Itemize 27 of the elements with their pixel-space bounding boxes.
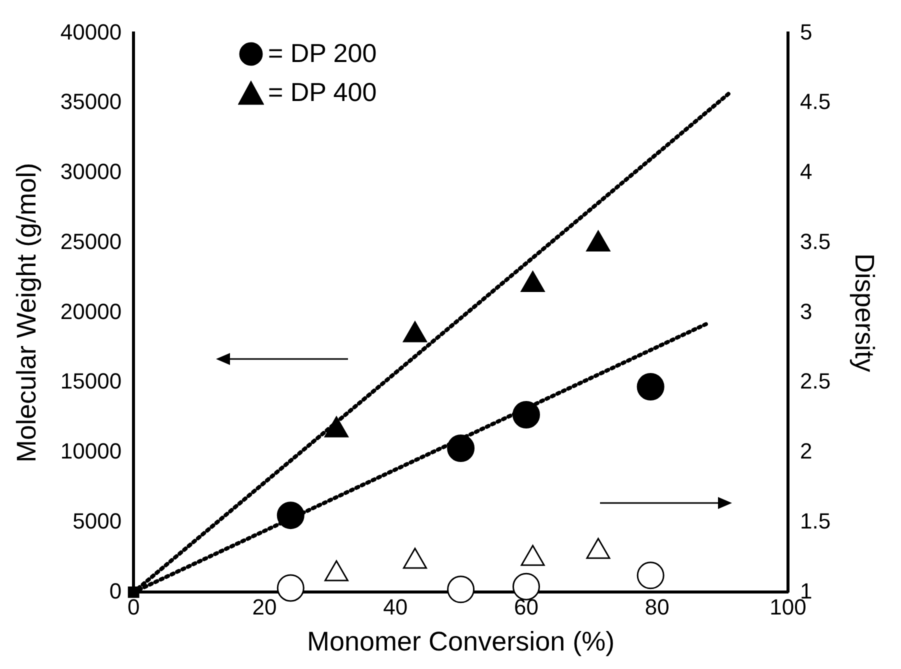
y-axis-title: Molecular Weight (g/mol) — [12, 162, 42, 463]
y2-tick-label: 3.5 — [800, 228, 831, 254]
y2-tick-label: 4 — [800, 159, 812, 184]
x-tick-label: 0 — [127, 594, 140, 620]
x-tick-label: 20 — [252, 594, 277, 620]
y2-tick-label: 5 — [800, 19, 812, 44]
y-tick-label: 40000 — [60, 19, 122, 44]
y-tick-label: 0 — [109, 578, 122, 604]
x-tick-label: 60 — [514, 594, 538, 620]
y2-tick-label: 2.5 — [800, 368, 831, 394]
y2-tick-label: 1.5 — [800, 508, 831, 534]
y2-tick-label: 2 — [800, 438, 812, 464]
legend-label: = DP 200 — [268, 38, 377, 69]
y2-tick-label: 4.5 — [800, 89, 831, 114]
y-tick-label: 15000 — [60, 368, 122, 394]
legend-label: = DP 400 — [268, 77, 377, 108]
x-tick-label: 40 — [383, 594, 408, 620]
y-tick-label: 25000 — [60, 228, 122, 254]
x-tick-label: 80 — [644, 594, 670, 620]
y2-tick-label: 3 — [800, 298, 812, 324]
y-tick-label: 10000 — [60, 438, 122, 464]
y-tick-label: 20000 — [60, 298, 122, 324]
y-tick-label: 30000 — [60, 159, 122, 184]
y-tick-label: 35000 — [60, 89, 122, 114]
y2-axis-title: Dispersity — [849, 253, 880, 372]
x-axis-title: Monomer Conversion (%) — [306, 626, 615, 656]
y-tick-label: 5000 — [72, 508, 122, 534]
